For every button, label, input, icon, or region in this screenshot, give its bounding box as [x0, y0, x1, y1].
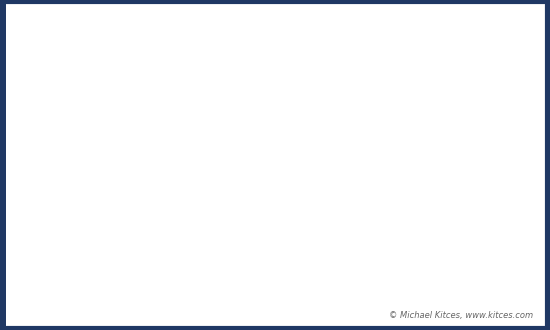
- Bar: [228, 106, 287, 234]
- Bar: [115, 198, 174, 284]
- Bar: [453, 231, 512, 284]
- Text: $247,253: $247,253: [455, 211, 510, 221]
- Text: ($54,000): ($54,000): [225, 144, 289, 157]
- Text: © Michael Kitces, www.kitces.com: © Michael Kitces, www.kitces.com: [389, 311, 534, 320]
- Bar: [115, 106, 174, 198]
- Bar: [340, 228, 399, 231]
- Bar: [340, 228, 399, 231]
- Text: Individual Pease Threshold: Individual Pease Threshold: [327, 185, 476, 195]
- Title: TAXABLE INCOME AFTER PEASE LIMITATION: SCENARIO 1: TAXABLE INCOME AFTER PEASE LIMITATION: S…: [101, 25, 526, 38]
- Text: $300,000: $300,000: [114, 137, 175, 150]
- Text: $1,253: $1,253: [350, 211, 390, 221]
